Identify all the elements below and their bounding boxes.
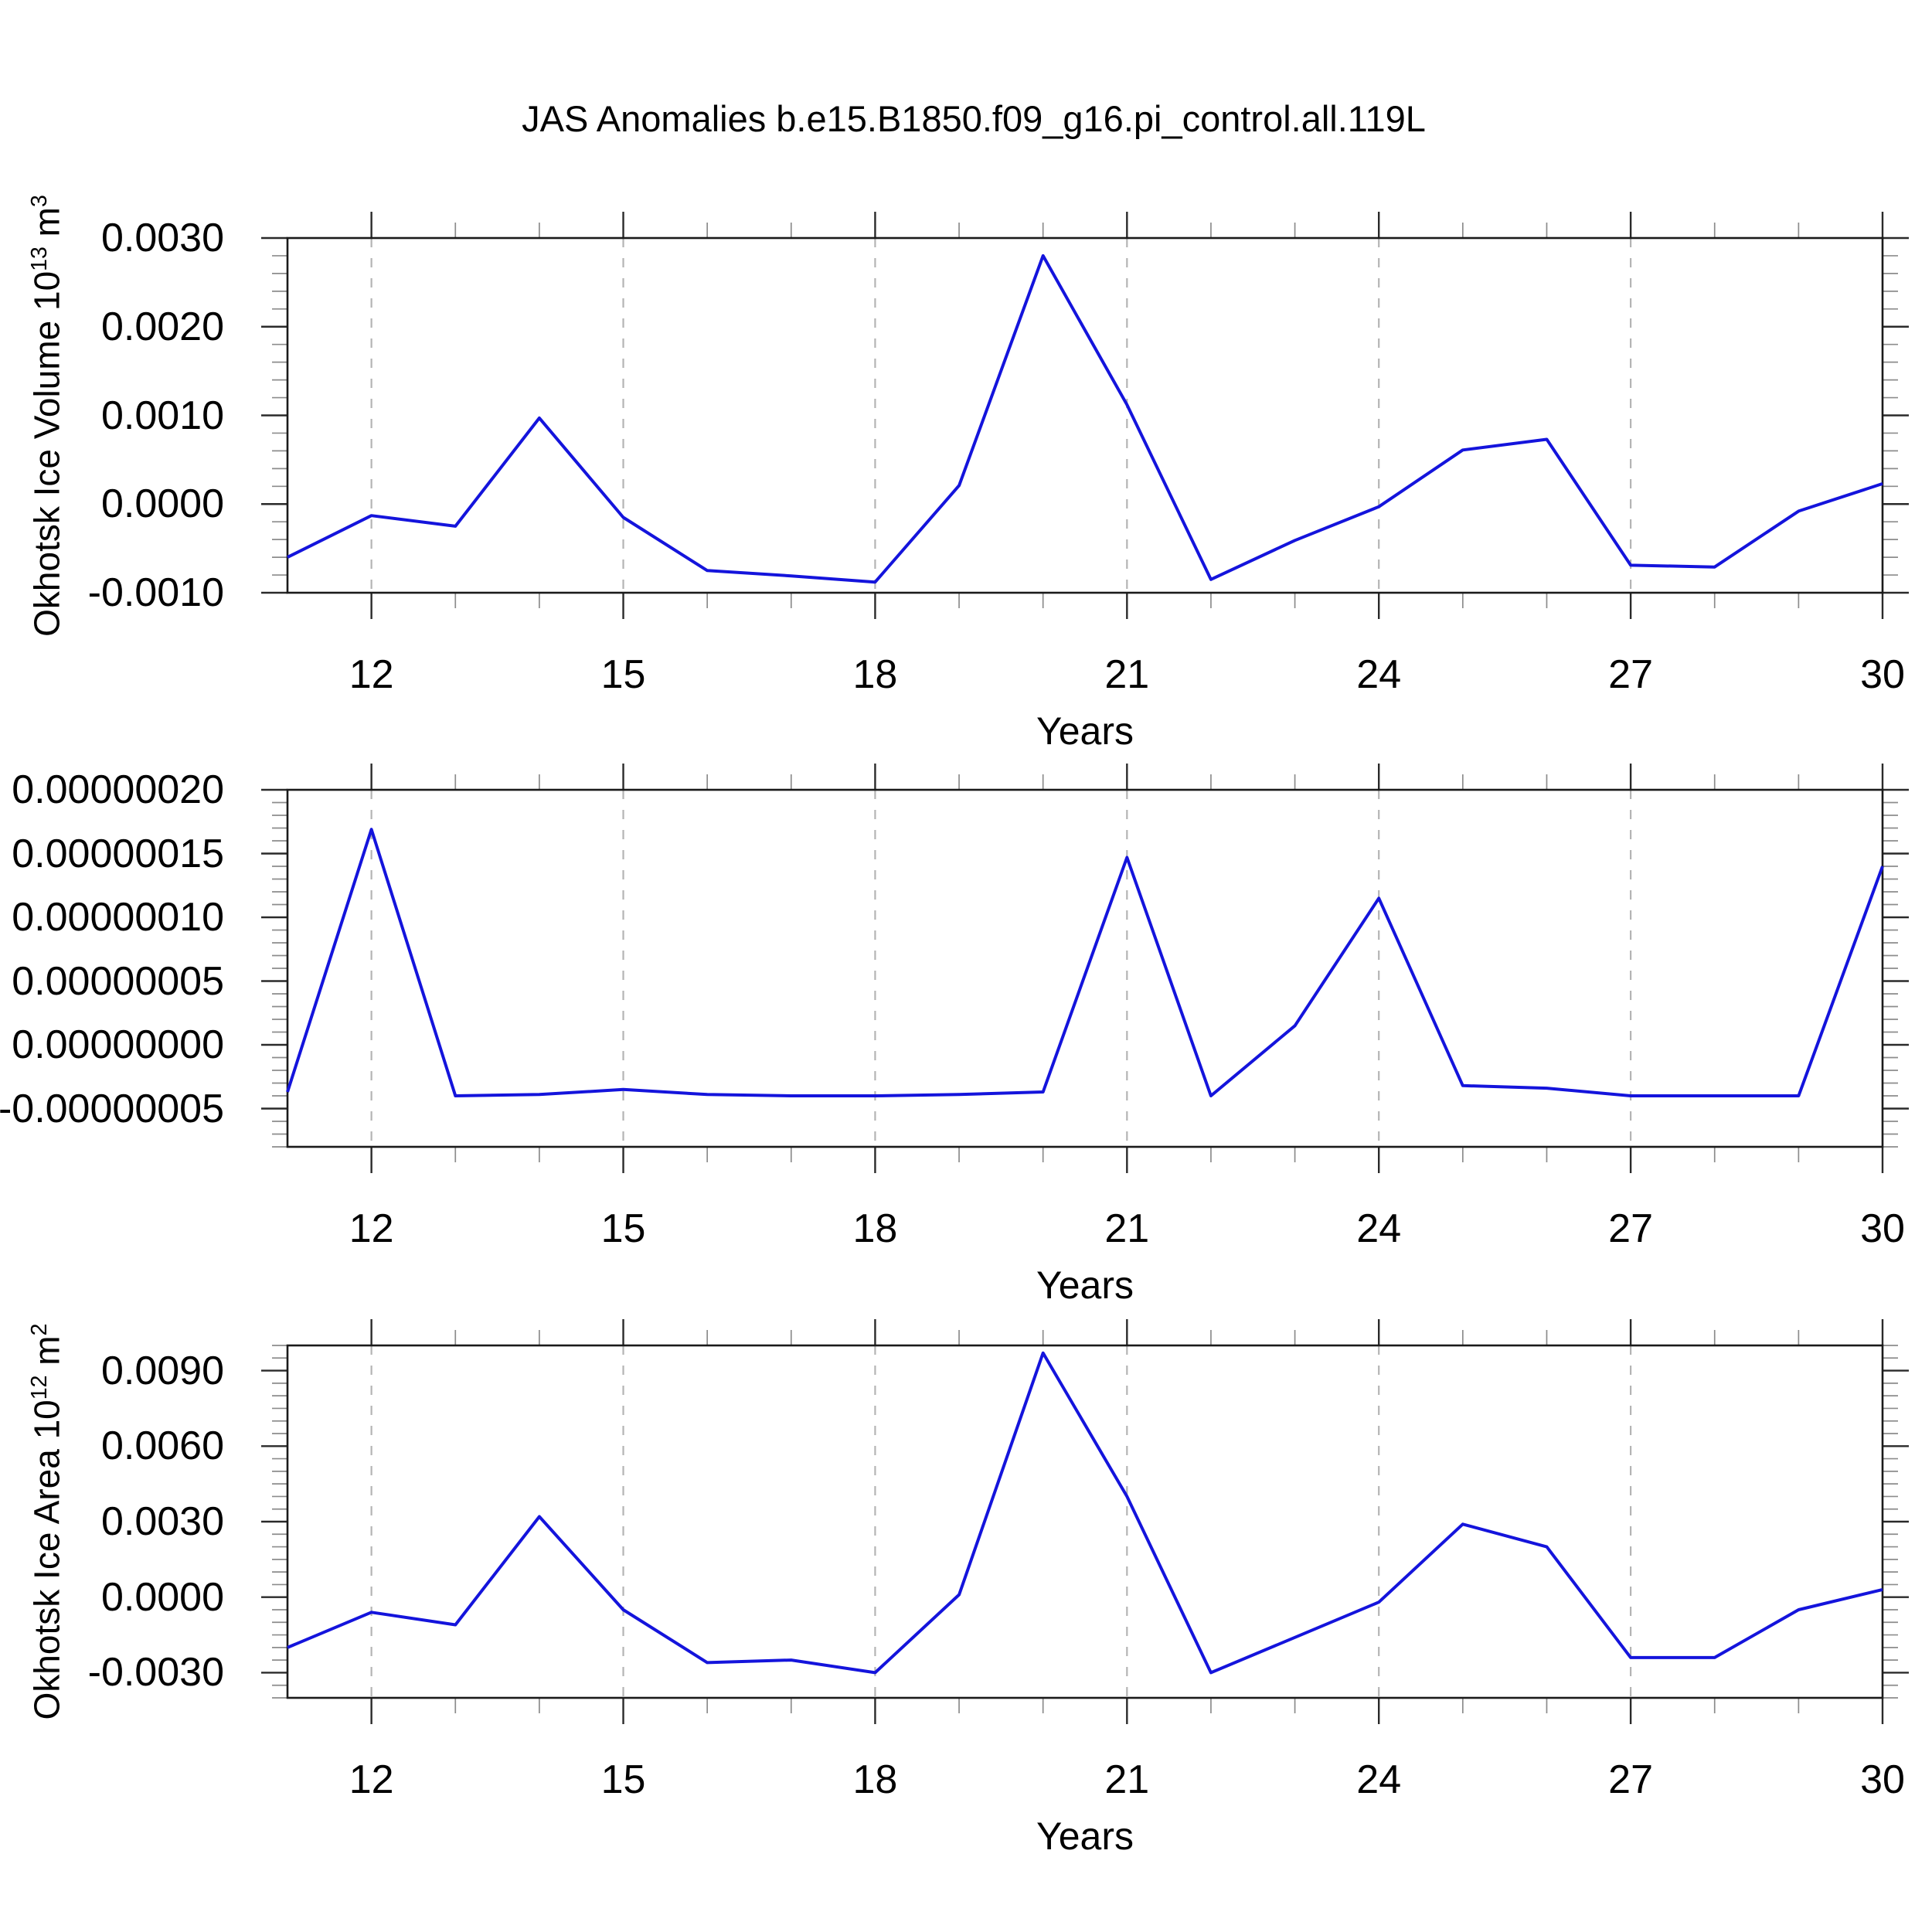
x-tick-label-panel1-year-18: 18 [852, 652, 898, 697]
x-axis-title-panel-1: Years [1036, 709, 1134, 753]
x-tick-label-panel3-year-21: 21 [1104, 1757, 1150, 1802]
x-tick-label-panel1-year-12: 12 [349, 652, 394, 697]
x-tick-label-panel3-year-12: 12 [349, 1757, 394, 1802]
y-tick-label-panel2-0: 0.00000020 [12, 767, 224, 812]
x-tick-label-panel1-year-27: 27 [1608, 652, 1654, 697]
y-tick-label-panel1-1: 0.0020 [100, 304, 224, 349]
x-tick-label-panel3-year-18: 18 [852, 1757, 898, 1802]
y-tick-label-panel1-0: 0.0030 [100, 216, 224, 260]
plot-frame [286, 236, 1884, 594]
x-tick-label-panel2-year-30: 30 [1860, 1206, 1905, 1251]
chart-panel-okhotsk-ice-volume-anomaly [261, 212, 1909, 619]
chart-panel-okhotsk-ice-area-anomaly [261, 1319, 1909, 1724]
x-tick-label-panel2-year-12: 12 [349, 1206, 394, 1251]
x-tick-label-panel2-year-15: 15 [600, 1206, 646, 1251]
y-tick-label-panel3-3: 0.0000 [100, 1574, 224, 1620]
x-tick-label-panel2-year-21: 21 [1104, 1206, 1150, 1251]
y-tick-label-panel3-1: 0.0060 [100, 1423, 224, 1469]
plot-frame [286, 1344, 1884, 1699]
x-tick-label-panel1-year-15: 15 [600, 652, 646, 697]
x-axis-title-panel-3: Years [1036, 1815, 1134, 1858]
x-tick-label-panel3-year-27: 27 [1608, 1757, 1654, 1802]
x-tick-label-panel1-year-30: 30 [1860, 652, 1905, 697]
y-tick-label-panel3-0: 0.0090 [100, 1348, 224, 1393]
x-tick-label-panel1-year-24: 24 [1356, 652, 1402, 697]
series-line-okhotsk-ice-volume-anomaly [287, 253, 1883, 584]
y-tick-label-panel3-2: 0.0030 [100, 1499, 224, 1544]
x-tick-label-panel1-year-21: 21 [1104, 652, 1150, 697]
x-tick-label-panel2-year-24: 24 [1356, 1206, 1402, 1251]
y-tick-label-panel2-1: 0.00000015 [12, 831, 224, 876]
x-tick-label-panel3-year-24: 24 [1356, 1757, 1402, 1802]
y-tick-label-panel2-3: 0.00000005 [12, 958, 224, 1004]
series-line-okhotsk-middle-series-anomaly [286, 828, 1884, 1097]
x-tick-label-panel2-year-18: 18 [852, 1206, 898, 1251]
y-tick-label-panel2-5: -0.00000005 [0, 1086, 224, 1131]
y-axis-title-ice-volume: Okhotsk Ice Volume 1013 m3 [26, 194, 67, 637]
y-tick-label-panel1-3: 0.0000 [100, 481, 224, 527]
y-tick-label-panel2-2: 0.00000010 [12, 895, 224, 940]
x-tick-label-panel2-year-27: 27 [1608, 1206, 1654, 1251]
x-axis-title-panel-2: Years [1036, 1264, 1134, 1307]
chart-panel-okhotsk-middle-series-anomaly [261, 764, 1909, 1173]
y-tick-label-panel2-4: 0.00000000 [12, 1022, 224, 1067]
series-line-okhotsk-ice-area-anomaly [287, 1351, 1883, 1675]
x-tick-label-panel3-year-30: 30 [1860, 1757, 1905, 1802]
y-tick-label-panel3-4: -0.0030 [87, 1650, 224, 1696]
y-tick-label-panel1-2: 0.0010 [100, 393, 224, 438]
plot-frame [286, 788, 1884, 1148]
x-tick-label-panel3-year-15: 15 [600, 1757, 646, 1802]
y-tick-label-panel1-4: -0.0010 [87, 570, 224, 615]
y-axis-title-ice-area: Okhotsk Ice Area 1012 m2 [26, 1323, 67, 1720]
figure-title: JAS Anomalies b.e15.B1850.f09_g16.pi_con… [522, 98, 1426, 139]
